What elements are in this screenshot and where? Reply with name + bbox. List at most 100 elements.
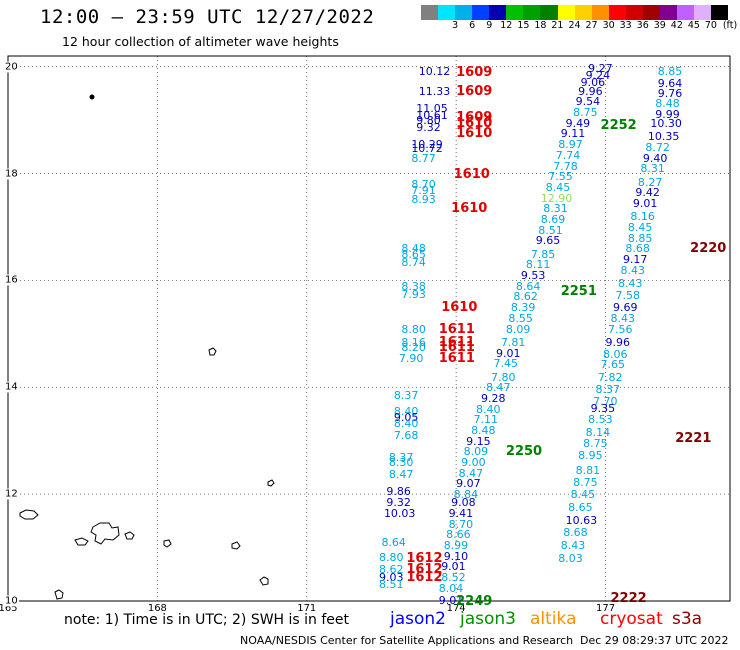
wave-height-value: 8.43 [620, 263, 645, 277]
wave-height-value: 7.93 [401, 287, 426, 301]
wave-height-value: 9.65 [535, 234, 561, 248]
scale-tick-label: 24 [568, 20, 581, 31]
scale-swatch [676, 5, 694, 20]
wave-height-value: 8.62 [513, 290, 538, 304]
wave-height-value: 8.75 [583, 437, 608, 451]
wave-height-value: 8.99 [443, 538, 469, 552]
wave-height-value: 7.80 [490, 370, 516, 384]
wave-height-value: 9.64 [657, 76, 683, 90]
footer-credit: NOAA/NESDIS Center for Satellite Applica… [240, 634, 574, 647]
pass-number-label: 1610 [453, 166, 490, 182]
wave-height-value: 9.53 [520, 269, 546, 283]
wave-height-value: 8.38 [401, 279, 426, 293]
wave-height-value: 9.99 [655, 107, 680, 121]
wave-height-value: 9.06 [580, 75, 606, 89]
pass-number-label: 1610 [456, 115, 493, 131]
wave-height-value: 9.28 [481, 391, 506, 405]
wave-height-value: 10.12 [418, 64, 451, 78]
scale-swatch [574, 5, 592, 20]
wave-height-value: 9.35 [590, 401, 616, 415]
wave-height-value: 8.47 [486, 381, 511, 395]
footer-note: note: 1) Time is in UTC; 2) SWH is in fe… [64, 612, 350, 628]
satellite-legend-altika: altika [530, 609, 577, 629]
wave-height-value: 8.65 [568, 501, 593, 515]
wave-height-value: 7.78 [553, 159, 578, 173]
scale-tick-label: 39 [653, 20, 666, 31]
scale-unit-label: (ft) [722, 20, 738, 31]
wave-height-value: 8.64 [381, 536, 406, 550]
pass-number-label: 1610 [441, 300, 478, 316]
scale-tick-label: 27 [585, 20, 598, 31]
wave-height-value: 8.55 [508, 311, 533, 325]
latitude-tick-label: 16 [4, 274, 19, 286]
footer-timestamp: Dec 29 08:29:37 UTC 2022 [580, 634, 729, 647]
wave-height-value: 7.11 [473, 413, 499, 427]
map-frame [7, 55, 731, 602]
wave-height-value: 8.47 [458, 466, 484, 480]
wave-height-value: 8.45 [545, 180, 571, 194]
wave-height-value: 9.01 [495, 346, 521, 360]
satellite-legend-cryosat: cryosat [600, 609, 663, 629]
wave-height-value: 9.96 [605, 335, 631, 349]
latitude-tick-label: 20 [4, 61, 19, 73]
pass-number-label: 2220 [690, 241, 727, 257]
wave-height-value: 11.05 [416, 102, 448, 116]
wave-height-value: 7.85 [530, 247, 556, 261]
wave-height-value: 8.40 [393, 405, 419, 419]
wave-height-value: 9.01 [438, 593, 464, 607]
wave-height-value: 7.74 [555, 148, 581, 162]
pass-number-label: 2221 [675, 431, 712, 447]
scale-tick-label: 9 [486, 20, 493, 31]
longitude-tick-label: 168 [147, 603, 167, 614]
wave-height-value: 8.95 [578, 449, 603, 463]
wave-height-color-scale [421, 5, 729, 20]
scale-tick-label: 70 [704, 20, 717, 31]
wave-height-value: 8.66 [446, 528, 471, 542]
scale-tick-label: 3 [452, 20, 459, 31]
scale-swatch [421, 5, 439, 20]
wave-height-value: 8.93 [411, 193, 436, 207]
wave-height-value: 7.58 [615, 289, 640, 303]
wave-height-value: 8.52 [441, 570, 466, 584]
wave-height-value: 9.76 [657, 87, 683, 101]
wave-height-value: 9.32 [386, 496, 411, 510]
scale-swatch [694, 5, 712, 20]
pass-number-label: 2251 [560, 284, 597, 300]
wave-height-value: 9.03 [378, 570, 404, 584]
wave-height-value: 8.80 [378, 551, 404, 565]
scale-tick-label: 36 [636, 20, 649, 31]
pass-number-label: 2250 [505, 444, 543, 460]
wave-height-value: 10.61 [416, 108, 448, 122]
wave-height-value: 10.35 [647, 130, 680, 144]
scale-tick-label: 15 [517, 20, 530, 31]
wave-height-value: 8.39 [510, 301, 536, 315]
wave-height-value: 9.00 [461, 456, 486, 470]
wave-height-value: 8.16 [401, 335, 426, 349]
pass-number-label: 1609 [456, 110, 493, 126]
landmasses [19, 94, 275, 600]
wave-height-value: 8.47 [388, 467, 414, 481]
island [74, 537, 89, 546]
wave-height-value: 9.05 [393, 410, 419, 424]
pass-number-label: 1611 [438, 350, 475, 366]
wave-height-value: 9.86 [386, 485, 411, 499]
wave-height-value: 8.70 [448, 517, 474, 531]
pass-number-label: 1609 [456, 65, 493, 81]
wave-height-value: 9.10 [443, 549, 469, 563]
longitude-tick-label: 165 [0, 603, 18, 614]
latitude-tick-label: 18 [4, 168, 19, 180]
island [124, 531, 135, 540]
wave-height-value: 8.43 [617, 277, 643, 291]
pass-number-label: 1609 [456, 83, 493, 99]
wave-height-value: 7.56 [608, 322, 633, 336]
wave-height-value: 8.40 [393, 417, 419, 431]
wave-height-value: 7.68 [393, 429, 419, 443]
wave-height-value: 8.06 [603, 347, 628, 361]
wave-height-value: 8.48 [655, 97, 680, 111]
island [208, 347, 217, 356]
scale-tick-label: 30 [602, 20, 615, 31]
wave-height-value: 10.72 [411, 142, 443, 156]
wave-height-value: 10.29 [411, 138, 443, 152]
island [163, 539, 172, 548]
